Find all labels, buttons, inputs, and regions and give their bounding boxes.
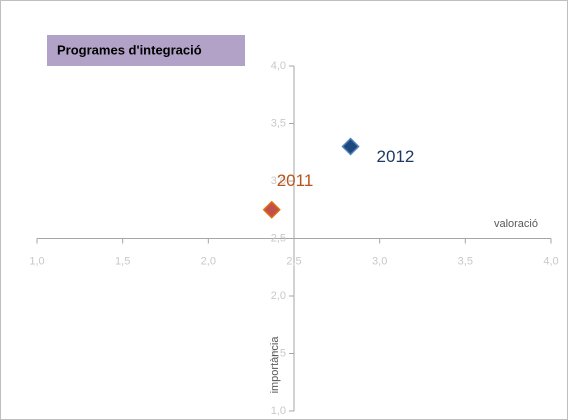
y-tick-label: 3,0 (271, 175, 286, 187)
x-tick-label: 1,0 (29, 255, 44, 267)
point (262, 200, 281, 219)
point-label: 2011 (277, 171, 314, 190)
x-tick-label: 1,5 (115, 255, 130, 267)
y-tick-label: 1,5 (271, 347, 286, 359)
y-tick-label: 4,0 (271, 60, 286, 72)
y-tick-label: 2,0 (271, 290, 286, 302)
chart-title: Programes d'integració (57, 42, 202, 57)
x-axis-title: valoració (494, 218, 538, 230)
y-tick-label: 3,5 (271, 117, 286, 129)
x-tick-label: 2,0 (201, 255, 216, 267)
y-tick-label: 1,0 (271, 405, 286, 417)
x-tick-label: 3,5 (458, 255, 473, 267)
title-box (47, 35, 245, 66)
point (341, 137, 360, 156)
y-tick-label: 2,5 (271, 232, 286, 244)
point-label: 2012 (377, 147, 415, 166)
x-tick-label: 3,0 (372, 255, 387, 267)
y-axis-title: importància (269, 336, 281, 394)
x-tick-label: 4,0 (543, 255, 558, 267)
x-tick-label: 2,5 (286, 255, 301, 267)
